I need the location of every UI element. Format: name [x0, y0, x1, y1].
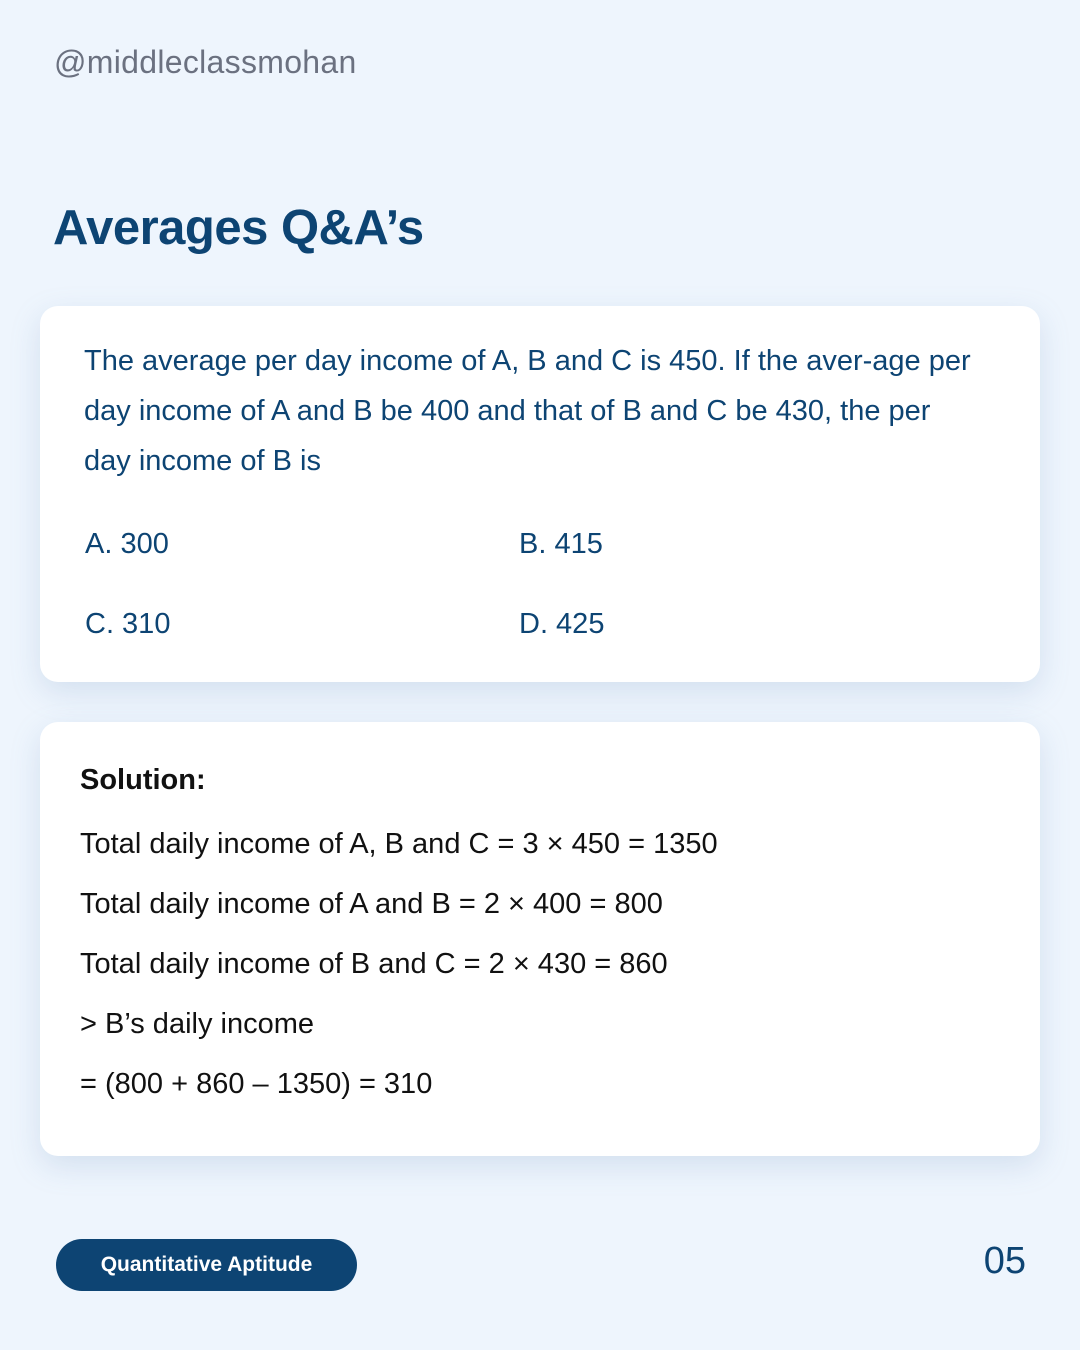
solution-line: = (800 + 860 – 1350) = 310 — [80, 1068, 433, 1100]
author-handle: @middleclassmohan — [54, 44, 357, 80]
question-text: The average per day income of A, B and C… — [84, 345, 971, 477]
option-d[interactable]: D. 425 — [519, 608, 605, 640]
solution-heading: Solution: — [80, 764, 206, 796]
category-badge: Quantitative Aptitude — [56, 1239, 357, 1291]
option-c[interactable]: C. 310 — [85, 608, 171, 640]
option-a[interactable]: A. 300 — [85, 528, 169, 560]
page-title: Averages Q&A’s — [53, 201, 424, 255]
option-b[interactable]: B. 415 — [519, 528, 603, 560]
page-number: 05 — [983, 1240, 1026, 1282]
solution-line: > B’s daily income — [80, 1008, 314, 1040]
solution-line: Total daily income of B and C = 2 × 430 … — [80, 948, 668, 980]
solution-line: Total daily income of A, B and C = 3 × 4… — [80, 828, 718, 860]
solution-card: Solution: Total daily income of A, B and… — [40, 722, 1040, 1156]
solution-line: Total daily income of A and B = 2 × 400 … — [80, 888, 663, 920]
question-card: The average per day income of A, B and C… — [40, 306, 1040, 682]
